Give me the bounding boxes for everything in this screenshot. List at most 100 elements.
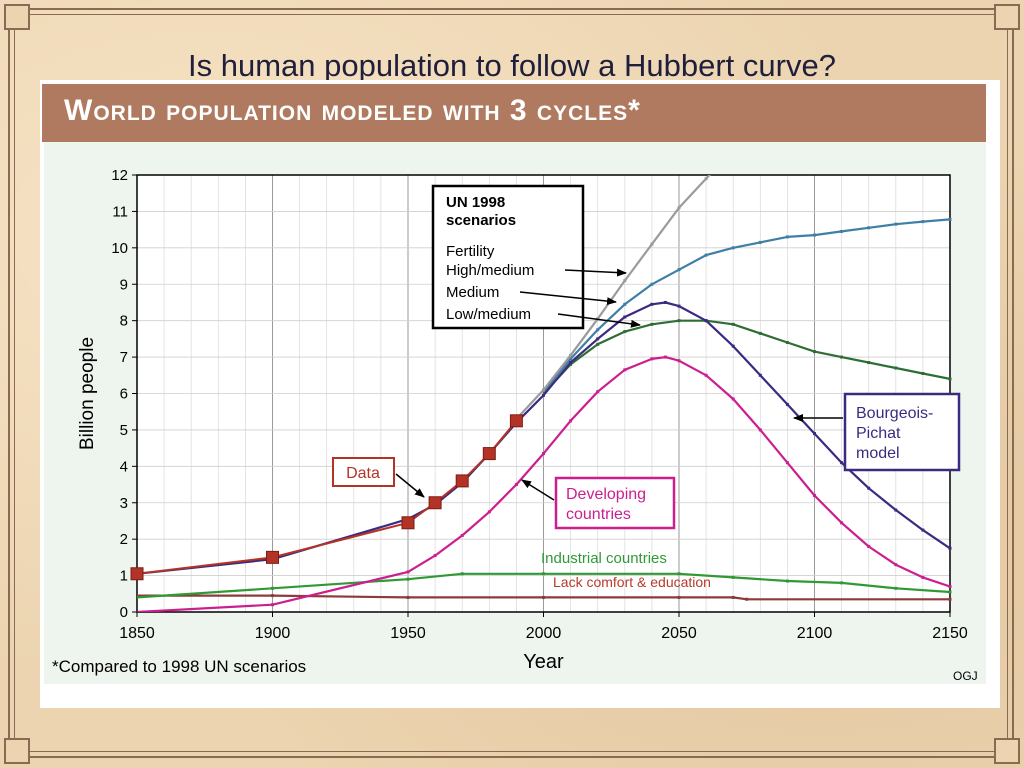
- series-marker-medium: [840, 229, 844, 233]
- series-marker-developing: [731, 397, 735, 401]
- series-marker-developing: [948, 585, 952, 589]
- series-marker-developing: [704, 373, 708, 377]
- y-tick-label: 9: [120, 276, 128, 293]
- series-marker-developing: [569, 419, 573, 423]
- label-medium: Medium: [446, 284, 499, 301]
- series-marker-industrial: [785, 579, 789, 583]
- frame-corner-top-left: [4, 4, 30, 30]
- series-marker-low: [596, 342, 600, 346]
- data-point: [482, 447, 496, 461]
- x-tick-label: 2000: [526, 625, 562, 642]
- series-marker-developing: [542, 452, 545, 456]
- figure-footnote: *Compared to 1998 UN scenarios: [52, 657, 307, 676]
- series-marker-developing: [921, 575, 925, 579]
- series-marker-medium: [731, 246, 735, 250]
- series-marker-lack: [731, 595, 735, 599]
- series-marker-low: [948, 377, 952, 381]
- un-box-title-line2: scenarios: [446, 212, 516, 229]
- series-marker-low: [921, 371, 925, 375]
- series-marker-developing: [433, 554, 437, 558]
- series-marker-medium: [596, 328, 600, 332]
- series-marker-high: [542, 388, 545, 392]
- data-point: [509, 414, 523, 428]
- series-marker-low: [894, 366, 898, 370]
- series-marker-developing: [487, 510, 491, 514]
- series-marker-medium: [785, 235, 789, 239]
- series-marker-developing: [677, 359, 681, 363]
- series-marker-bourgeois: [663, 300, 667, 304]
- series-marker-industrial: [460, 572, 464, 576]
- y-axis-label: Billion people: [77, 337, 98, 450]
- series-marker-medium: [894, 222, 898, 226]
- y-tick-label: 6: [120, 386, 128, 403]
- series-marker-bourgeois: [758, 373, 762, 377]
- data-point: [455, 474, 469, 488]
- series-marker-developing: [840, 521, 844, 525]
- x-tick-label: 1850: [119, 625, 155, 642]
- series-marker-low: [623, 330, 627, 334]
- x-tick-label: 1950: [390, 625, 426, 642]
- series-marker-bourgeois: [704, 319, 708, 323]
- y-tick-label: 12: [111, 167, 128, 184]
- series-marker-bourgeois: [623, 315, 627, 319]
- series-marker-medium: [758, 240, 762, 244]
- series-marker-low: [731, 322, 735, 326]
- y-tick-label: 4: [120, 458, 128, 475]
- y-tick-label: 1: [120, 568, 128, 585]
- series-marker-developing: [623, 368, 627, 372]
- x-tick-label: 2050: [661, 625, 697, 642]
- y-tick-label: 10: [111, 240, 128, 257]
- series-marker-medium: [813, 233, 816, 237]
- y-tick-label: 8: [120, 313, 128, 330]
- arrow-data: [395, 473, 425, 498]
- x-tick-label: 2100: [797, 625, 833, 642]
- label-low-medium: Low/medium: [446, 306, 531, 323]
- frame-corner-bottom-left: [4, 738, 30, 764]
- label-high-medium: High/medium: [446, 262, 534, 279]
- series-marker-medium: [867, 226, 871, 230]
- series-marker-lack: [406, 595, 410, 599]
- series-marker-industrial: [840, 581, 844, 585]
- series-marker-high: [569, 353, 573, 357]
- lack-comfort-label: Lack comfort & education: [553, 574, 711, 590]
- y-tick-label: 2: [120, 531, 128, 548]
- data-label: Data: [346, 465, 380, 482]
- frame-corner-top-right: [994, 4, 1020, 30]
- series-marker-bourgeois: [650, 302, 654, 306]
- series-marker-bourgeois: [785, 402, 789, 406]
- series-marker-bourgeois: [921, 528, 925, 532]
- figure-banner: [42, 84, 986, 142]
- series-marker-industrial: [731, 575, 735, 579]
- x-tick-label: 2150: [932, 625, 968, 642]
- frame-corner-bottom-right: [994, 738, 1020, 764]
- y-tick-label: 7: [120, 349, 128, 366]
- series-marker-developing: [460, 534, 464, 538]
- series-marker-medium: [704, 253, 708, 257]
- developing-label-line1: Developing: [566, 486, 646, 503]
- series-marker-industrial: [894, 586, 898, 590]
- data-label-box: [332, 457, 395, 487]
- series-marker-industrial: [406, 577, 410, 581]
- series-marker-developing: [758, 428, 762, 432]
- bourgeois-label-box: [843, 392, 961, 472]
- series-marker-lack: [542, 595, 545, 599]
- chart-series: [130, 175, 952, 612]
- series-marker-developing: [271, 603, 274, 607]
- x-tick-label: 1900: [255, 625, 291, 642]
- series-marker-medium: [921, 220, 925, 224]
- series-marker-developing: [650, 357, 654, 361]
- series-marker-lack: [745, 597, 749, 601]
- series-marker-industrial: [677, 572, 681, 576]
- series-marker-bourgeois: [596, 337, 600, 341]
- arrow-low-medium: [557, 313, 641, 328]
- bourgeois-label-line1: Bourgeois-: [856, 405, 933, 422]
- series-marker-bourgeois: [677, 304, 681, 308]
- y-tick-label: 5: [120, 422, 128, 439]
- series-marker-bourgeois: [840, 461, 844, 465]
- data-point: [130, 567, 144, 581]
- series-marker-low: [569, 362, 573, 366]
- series-marker-high: [650, 242, 654, 246]
- series-marker-industrial: [542, 572, 545, 576]
- series-marker-lack: [677, 595, 681, 599]
